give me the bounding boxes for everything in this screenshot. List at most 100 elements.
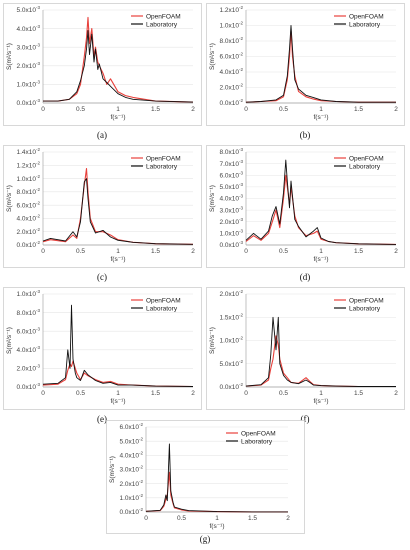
y-tick-exponent: -3 (36, 345, 40, 350)
y-tick-exponent: -2 (239, 52, 243, 57)
y-tick-label: 1.0x10-2 (119, 493, 143, 502)
y-tick-label: 2.0x10-2 (219, 289, 243, 298)
x-tick-label: 1 (215, 515, 219, 522)
panel-frame (3, 145, 202, 268)
y-tick-exponent: -2 (239, 359, 243, 364)
panel-frame (206, 287, 405, 410)
chart-panel-2: 0.0x10-2 2.0x10-2 4.0x10-2 6.0x10-2 8.0x10-2… (206, 3, 405, 140)
chart-panel-1: 0.0x10-3 1.0x10-3 2.0x10-3 3.0x10-3 4.0x10-3… (3, 3, 202, 140)
y-tick-exponent: -3 (36, 24, 40, 29)
panel-frame (3, 287, 202, 410)
y-tick-label: 4.0x10-2 (16, 214, 40, 223)
chart-panel-5: 0.0x10-3 2.0x10-3 4.0x10-3 6.0x10-3 8.0x10-3… (3, 287, 202, 424)
y-tick-label: 3.0x10-3 (16, 42, 40, 51)
y-tick-exponent: -2 (239, 382, 243, 387)
y-tick-label: 8.0x10-2 (219, 36, 243, 45)
y-tick-label: 5.0x10-3 (16, 5, 40, 14)
x-tick-label: 1.5 (151, 248, 160, 255)
y-tick-label: 0.0x10-3 (219, 240, 243, 249)
x-axis-label: f(s⁻¹) (314, 398, 329, 405)
y-tick-exponent: -3 (239, 182, 243, 187)
y-tick-exponent: -2 (239, 5, 243, 10)
series-line-laboratory (42, 178, 194, 245)
x-tick-label: 1.5 (354, 106, 363, 113)
y-tick-label: 1.0x10-2 (219, 336, 243, 345)
y-tick-exponent: -2 (36, 187, 40, 192)
series-line-laboratory (43, 30, 194, 103)
x-tick-label: 1.5 (151, 106, 160, 113)
legend-label: OpenFOAM (349, 13, 384, 20)
x-tick-label: 0 (244, 106, 248, 113)
x-tick-label: 2 (394, 106, 398, 113)
panel-label: (f) (301, 414, 310, 424)
y-tick-exponent: -2 (36, 160, 40, 165)
legend-label: OpenFOAM (146, 13, 181, 20)
series-line-laboratory (245, 159, 397, 245)
panel-label: (g) (200, 534, 211, 544)
y-tick-label: 1.2x10-2 (219, 5, 243, 14)
y-tick-label: 1.0x10-2 (219, 21, 243, 30)
series-line-laboratory (245, 25, 396, 103)
y-tick-exponent: -2 (36, 240, 40, 245)
y-tick-label: 4.0x10-3 (16, 24, 40, 33)
y-tick-exponent: -2 (139, 493, 143, 498)
legend-label: Laboratory (349, 163, 381, 170)
x-tick-label: 2 (191, 248, 195, 255)
x-axis-label: f(s⁻¹) (314, 256, 329, 263)
y-tick-exponent: -3 (239, 229, 243, 234)
y-tick-label: 3.0x10-3 (219, 205, 243, 214)
y-tick-exponent: -3 (36, 98, 40, 103)
legend-label: OpenFOAM (349, 297, 384, 304)
y-tick-exponent: -2 (36, 200, 40, 205)
y-tick-exponent: -2 (139, 422, 143, 427)
panel-label: (c) (97, 272, 107, 282)
panel-frame (3, 3, 202, 126)
y-tick-exponent: -3 (36, 364, 40, 369)
legend-label: OpenFOAM (146, 155, 181, 162)
y-tick-label: 7.0x10-3 (219, 159, 243, 168)
x-tick-label: 0.5 (76, 106, 85, 113)
y-tick-exponent: -2 (239, 98, 243, 103)
y-tick-label: 0.0x10-2 (119, 507, 143, 516)
chart-panel-3: 0.0x10-2 2.0x10-2 4.0x10-2 6.0x10-2 8.0x10-2… (3, 145, 202, 282)
x-tick-label: 0 (144, 515, 148, 522)
legend-label: Laboratory (146, 21, 178, 28)
y-tick-label: 1.0x10-3 (16, 80, 40, 89)
x-tick-label: 0.5 (279, 248, 288, 255)
legend-label: Laboratory (241, 438, 273, 445)
y-tick-exponent: -3 (36, 382, 40, 387)
x-tick-label: 1 (116, 390, 120, 397)
x-tick-label: 0.5 (177, 515, 186, 522)
panel-label: (a) (97, 130, 107, 140)
y-tick-label: 6.0x10-2 (119, 422, 143, 431)
y-tick-label: 6.0x10-3 (16, 326, 40, 335)
y-tick-exponent: -3 (36, 308, 40, 313)
y-tick-label: 4.0x10-3 (219, 194, 243, 203)
panel-frame (206, 3, 405, 126)
x-tick-label: 1.5 (354, 248, 363, 255)
y-tick-exponent: -3 (36, 80, 40, 85)
y-tick-exponent: -2 (239, 336, 243, 341)
x-tick-label: 0.5 (76, 390, 85, 397)
y-tick-exponent: -2 (239, 36, 243, 41)
y-axis-label: S(m²/s⁻¹) (6, 43, 13, 70)
x-tick-label: 0.5 (279, 106, 288, 113)
y-tick-label: 1.4x10-2 (16, 147, 40, 156)
y-tick-label: 4.0x10-2 (119, 451, 143, 460)
panel-label: (e) (97, 414, 107, 424)
y-tick-label: 2.0x10-2 (219, 83, 243, 92)
y-tick-label: 5.0x10-3 (219, 182, 243, 191)
y-tick-label: 2.0x10-2 (119, 479, 143, 488)
y-tick-label: 1.0x10-2 (16, 174, 40, 183)
panel-frame (106, 420, 305, 534)
x-tick-label: 0 (244, 248, 248, 255)
y-tick-label: 5.0x10-2 (119, 436, 143, 445)
panel-frame (206, 145, 405, 268)
y-tick-label: 2.0x10-3 (16, 364, 40, 373)
legend-label: OpenFOAM (146, 297, 181, 304)
x-tick-label: 0 (41, 248, 45, 255)
y-tick-label: 0.0x10-2 (16, 240, 40, 249)
y-tick-label: 1.0x10-3 (16, 289, 40, 298)
y-tick-label: 8.0x10-3 (219, 147, 243, 156)
